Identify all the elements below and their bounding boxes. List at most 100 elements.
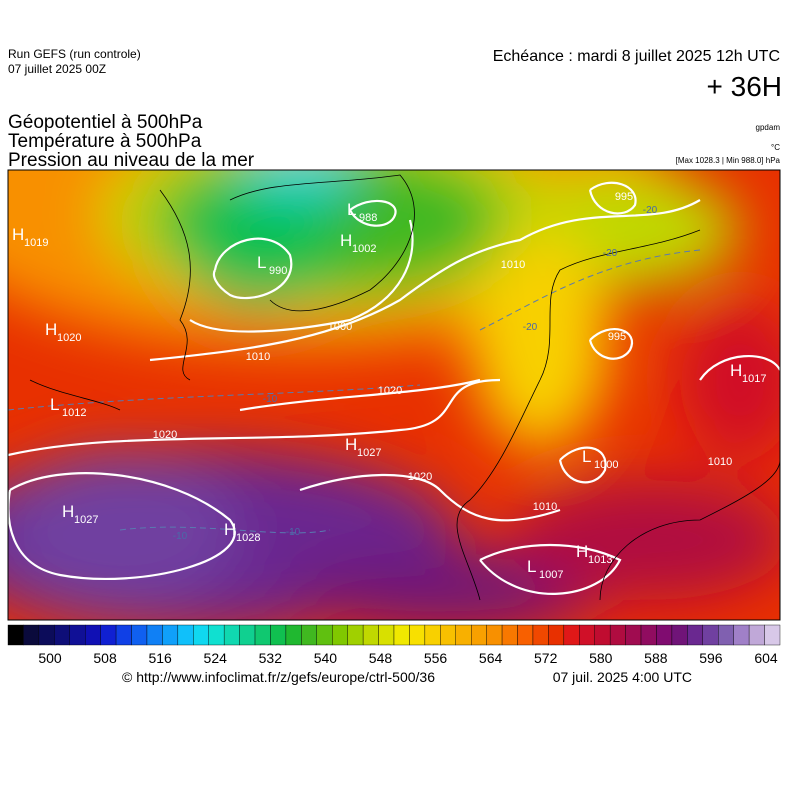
center-pressure: 1007	[539, 569, 563, 581]
colorbar-swatch	[671, 624, 688, 646]
colorbar-swatch	[38, 624, 55, 646]
center-letter: H	[340, 231, 352, 250]
colorbar-swatch	[718, 624, 734, 646]
colorbar-swatch	[254, 624, 271, 646]
temperature-label: -10	[286, 527, 301, 538]
source: © http://www.infoclimat.fr/z/gefs/europe…	[122, 669, 435, 685]
colorbar-swatch	[239, 624, 256, 646]
colorbar-swatch	[146, 624, 163, 646]
isobar-label: 1010	[708, 456, 732, 468]
colorbar-swatch	[177, 624, 194, 646]
center-pressure: 1027	[357, 447, 381, 459]
center-letter: L	[582, 447, 591, 466]
temperature-label: -20	[643, 205, 658, 216]
center-letter: L	[257, 253, 266, 272]
center-letter: L	[50, 395, 59, 414]
colorbar-swatch	[656, 624, 673, 646]
center-pressure: 1028	[236, 532, 260, 544]
pressure-range: [Max 1028.3 | Min 988.0] hPa	[676, 156, 781, 165]
run-date: 07 juillet 2025 00Z	[8, 62, 106, 76]
colorbar-tick-label: 556	[424, 650, 448, 666]
colorbar-swatch	[193, 624, 209, 646]
center-pressure: 1020	[57, 332, 81, 344]
title-line: Pression au niveau de la mer	[8, 150, 255, 171]
colorbar-swatch	[131, 624, 148, 646]
lead-time: + 36H	[707, 71, 783, 102]
colorbar-swatch	[440, 624, 456, 646]
center-pressure: 1017	[742, 373, 766, 385]
colorbar-tick-label: 604	[754, 650, 778, 666]
isobar-label: 1020	[408, 471, 432, 483]
colorbar-swatch	[625, 624, 642, 646]
colorbar-swatch	[687, 624, 703, 646]
colorbar-swatch	[378, 624, 395, 646]
unit-geo: gpdam	[756, 123, 781, 132]
colorbar-swatch	[609, 624, 626, 646]
center-pressure: 1012	[62, 407, 86, 419]
colorbar-swatch	[640, 624, 657, 646]
colorbar-swatch	[501, 624, 518, 646]
temperature-label: -10	[263, 394, 278, 405]
center-pressure: 1027	[74, 514, 98, 526]
isobar-label: 1020	[153, 429, 177, 441]
temperature-label: -20	[523, 322, 538, 333]
colorbar-swatch	[486, 624, 503, 646]
colorbar-swatch	[455, 624, 472, 646]
center-pressure: 1000	[594, 459, 618, 471]
colorbar-swatch	[100, 624, 117, 646]
center-letter: H	[576, 542, 588, 561]
colorbar-swatch	[702, 624, 719, 646]
colorbar-swatch	[54, 624, 70, 646]
colorbar-tick-label: 540	[314, 650, 338, 666]
colorbar-swatch	[579, 624, 595, 646]
colorbar-swatch	[594, 624, 611, 646]
run: Run GEFS (run controle)	[8, 47, 141, 61]
colorbar-swatch	[301, 624, 317, 646]
generated: 07 juil. 2025 4:00 UTC	[553, 669, 692, 685]
colorbar-tick-label: 564	[479, 650, 503, 666]
colorbar-swatch	[362, 624, 379, 646]
colorbar-swatch	[393, 624, 410, 646]
colorbar-tick-label: 508	[93, 650, 117, 666]
colorbar-swatch	[332, 624, 348, 646]
center-letter: H	[730, 361, 742, 380]
colorbar-swatch	[532, 624, 549, 646]
center-pressure: 1019	[24, 237, 48, 249]
colorbar-tick-label: 572	[534, 650, 558, 666]
colorbar-swatch	[733, 624, 750, 646]
colorbar-swatch	[84, 624, 101, 646]
colorbar-swatch	[208, 624, 225, 646]
center-letter: L	[347, 200, 356, 219]
isobar-label: 1010	[501, 259, 525, 271]
colorbar-swatch	[162, 624, 179, 646]
colorbar-swatch	[270, 624, 287, 646]
colorbar-swatch	[548, 624, 565, 646]
colorbar-swatch	[517, 624, 534, 646]
colorbar-swatch	[764, 624, 781, 646]
colorbar-swatch	[347, 624, 364, 646]
colorbar-swatch	[69, 624, 86, 646]
title-line: Géopotentiel à 500hPa	[8, 112, 203, 133]
isobar-label: 1000	[328, 321, 352, 333]
colorbar-swatch	[563, 624, 580, 646]
center-pressure: 1002	[352, 243, 376, 255]
center-letter: L	[527, 557, 536, 576]
isobar-label: 1010	[246, 351, 270, 363]
isobar-label: 1020	[378, 385, 402, 397]
isobar-label: 995	[608, 331, 626, 343]
colorbar-tick-label: 596	[699, 650, 723, 666]
center-pressure: 990	[269, 265, 287, 277]
center-letter: H	[45, 320, 57, 339]
colorbar-tick-label: 516	[148, 650, 172, 666]
colorbar-swatch	[7, 624, 24, 646]
unit-temp: °C	[771, 143, 780, 152]
center-letter: H	[62, 502, 74, 521]
valid-time: Echéance : mardi 8 juillet 2025 12h UTC	[493, 48, 780, 65]
temperature-label: -20	[603, 248, 618, 259]
colorbar-swatch	[471, 624, 487, 646]
colorbar-swatch	[409, 624, 426, 646]
map-frame	[7, 169, 781, 621]
center-pressure: 988	[359, 212, 377, 224]
colorbar-tick-label: 580	[589, 650, 613, 666]
